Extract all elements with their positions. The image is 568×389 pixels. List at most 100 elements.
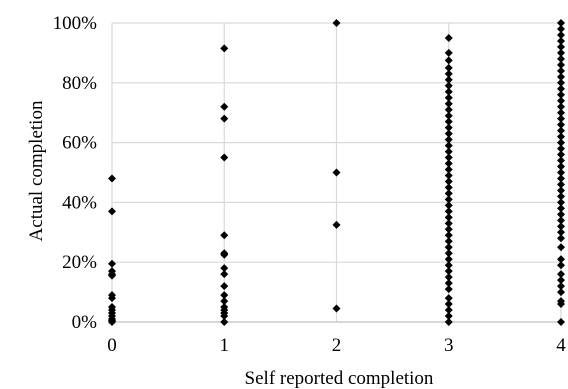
data-point [557,255,565,264]
data-point [444,153,453,162]
data-point [444,255,453,264]
data-point [557,228,565,237]
data-point [444,111,453,120]
data-point [557,204,565,213]
data-point [444,261,453,270]
data-point [557,114,565,123]
data-point [557,234,565,243]
data-point [220,270,229,279]
data-point [557,72,565,81]
data-point [444,165,453,174]
data-point [444,63,453,72]
data-point [557,84,565,93]
data-point [557,126,565,135]
data-point [557,30,565,39]
data-point [557,288,565,297]
data-point [557,174,565,183]
data-point [557,276,565,285]
data-point [444,231,453,240]
data-point [444,306,453,315]
data-point [332,220,341,229]
data-point [444,237,453,246]
data-point [108,259,116,268]
data-point [557,144,565,153]
data-point [444,69,453,78]
data-point [557,243,565,252]
data-point [557,198,565,207]
data-point [557,78,565,87]
data-point [557,210,565,219]
data-point [444,75,453,84]
data-point [444,279,453,288]
data-point [444,249,453,258]
data-point [444,123,453,132]
data-point [557,60,565,69]
data-point [444,318,453,326]
data-point [220,231,229,240]
data-point [444,273,453,282]
data-point [557,192,565,201]
data-point [557,108,565,117]
y-tick-label: 40% [62,192,97,213]
data-point [557,54,565,63]
y-tick-label: 20% [62,252,97,273]
data-point [444,81,453,90]
data-point [557,138,565,147]
data-point [444,312,453,321]
data-point [557,318,565,326]
x-tick-label: 2 [332,335,342,356]
x-tick-labels: 0 1 2 3 4 [107,335,566,356]
data-point [557,24,565,33]
x-axis-title: Self reported completion [245,368,434,389]
data-point [557,36,565,45]
data-point [444,105,453,114]
data-point [220,297,229,306]
data-point [444,267,453,276]
data-point [220,250,229,259]
data-point [444,117,453,126]
data-point [220,282,229,291]
data-point [444,159,453,168]
data-point [444,201,453,210]
data-point [444,219,453,228]
data-point [444,48,453,57]
data-point [557,19,565,27]
data-point [220,153,229,162]
y-tick-label: 0% [72,312,98,333]
data-point [220,44,229,53]
data-point [557,300,565,309]
data-point [444,177,453,186]
x-tick-label: 4 [556,335,566,356]
y-axis-title: Actual completion [26,100,47,241]
data-point [444,300,453,309]
data-point [444,189,453,198]
data-point [444,33,453,42]
data-points [108,19,565,326]
data-point [557,180,565,189]
data-point [557,132,565,141]
y-tick-label: 60% [62,133,97,154]
data-point [557,186,565,195]
data-point [444,213,453,222]
data-point [444,195,453,204]
data-point [557,222,565,231]
data-point [444,87,453,96]
data-point [444,147,453,156]
data-point [557,168,565,177]
data-point [557,102,565,111]
data-point [557,48,565,57]
data-point [557,261,565,270]
x-tick-label: 3 [444,335,454,356]
data-point [557,150,565,159]
data-point [108,207,116,216]
data-point [557,156,565,165]
data-point [444,56,453,65]
data-point [220,312,229,321]
data-point [108,271,116,280]
x-tick-label: 0 [107,335,117,356]
data-point [220,264,229,273]
y-tick-label: 80% [62,73,97,94]
data-point [444,135,453,144]
data-point [444,171,453,180]
